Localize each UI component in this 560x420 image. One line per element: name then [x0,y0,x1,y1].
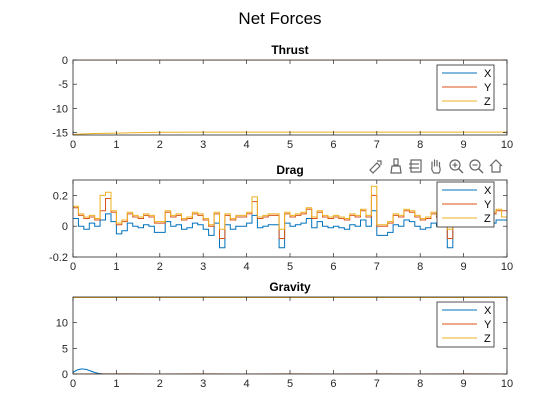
series-line-x [73,368,507,374]
axes-title: Thrust [271,43,308,57]
x-tick-label: 10 [501,378,513,390]
legend-label-z: Z [484,333,491,345]
legend: XYZ [436,181,495,228]
x-tick-label: 4 [244,261,250,273]
x-tick-label: 6 [330,261,336,273]
y-tick-label: -15 [52,128,68,140]
x-tick-label: 10 [501,139,513,151]
legend-label-x: X [484,185,492,197]
y-tick-label: 5 [62,343,68,355]
x-tick-label: 7 [374,139,380,151]
y-tick-label: 0 [62,55,68,67]
legend-label-y: Y [484,319,492,331]
axes-2: Gravity 0 1 2 3 4 5 6 7 8 9 10 0 5 10 XYZ [56,280,513,390]
x-tick-label: 2 [157,261,163,273]
x-tick-label: 7 [374,378,380,390]
y-tick-label: -10 [52,103,68,115]
x-tick-label: 0 [70,139,76,151]
brush-icon[interactable] [387,157,405,175]
legend-label-z: Z [484,96,491,108]
axes-title: Drag [276,163,303,177]
plot-area [73,60,507,135]
y-tick-label: 10 [56,318,68,330]
x-tick-label: 0 [70,261,76,273]
y-tick-label: 0 [62,221,68,233]
x-tick-label: 1 [113,378,119,390]
legend: XYZ [436,64,495,111]
x-tick-label: 1 [113,139,119,151]
x-tick-label: 7 [374,261,380,273]
plot-area [73,185,507,249]
series-line-z [73,185,507,230]
y-tick-label: 0.2 [53,190,68,202]
legend-label-x: X [484,68,492,80]
axes-toolbar [367,157,505,175]
x-tick-label: 5 [287,378,293,390]
legend-label-x: X [484,305,492,317]
series-line-x [73,210,507,249]
x-tick-label: 5 [287,139,293,151]
axes-0: Thrust 0 1 2 3 4 5 6 7 8 9 10 0 -5 -10 -15 XYZ [52,43,513,151]
x-tick-label: 6 [330,139,336,151]
x-tick-label: 9 [461,139,467,151]
home-icon[interactable] [487,157,505,175]
y-tick-label: -0.2 [49,252,68,264]
x-tick-label: 3 [200,139,206,151]
x-tick-label: 8 [417,139,423,151]
x-tick-label: 4 [244,378,250,390]
x-tick-label: 5 [287,261,293,273]
legend: XYZ [436,301,495,348]
zoom-in-icon[interactable] [447,157,465,175]
data-tips-icon[interactable] [407,157,425,175]
x-tick-label: 2 [157,378,163,390]
x-tick-label: 9 [461,261,467,273]
x-tick-label: 3 [200,378,206,390]
x-tick-label: 2 [157,139,163,151]
x-tick-label: 6 [330,378,336,390]
legend-label-y: Y [484,82,492,94]
x-tick-label: 1 [113,261,119,273]
x-tick-label: 0 [70,378,76,390]
legend-label-y: Y [484,199,492,211]
x-tick-label: 4 [244,139,250,151]
y-tick-label: 0 [62,369,68,381]
zoom-out-icon[interactable] [467,157,485,175]
x-tick-label: 3 [200,261,206,273]
export-icon[interactable] [367,157,385,175]
legend-label-z: Z [484,213,491,225]
figure-title: Net Forces [238,9,321,28]
y-tick-label: -5 [58,79,68,91]
pan-icon[interactable] [427,157,445,175]
x-tick-label: 8 [417,261,423,273]
axes-title: Gravity [269,280,311,294]
series-line-z [73,131,507,135]
x-tick-label: 10 [501,261,513,273]
x-tick-label: 9 [461,378,467,390]
x-tick-label: 8 [417,378,423,390]
